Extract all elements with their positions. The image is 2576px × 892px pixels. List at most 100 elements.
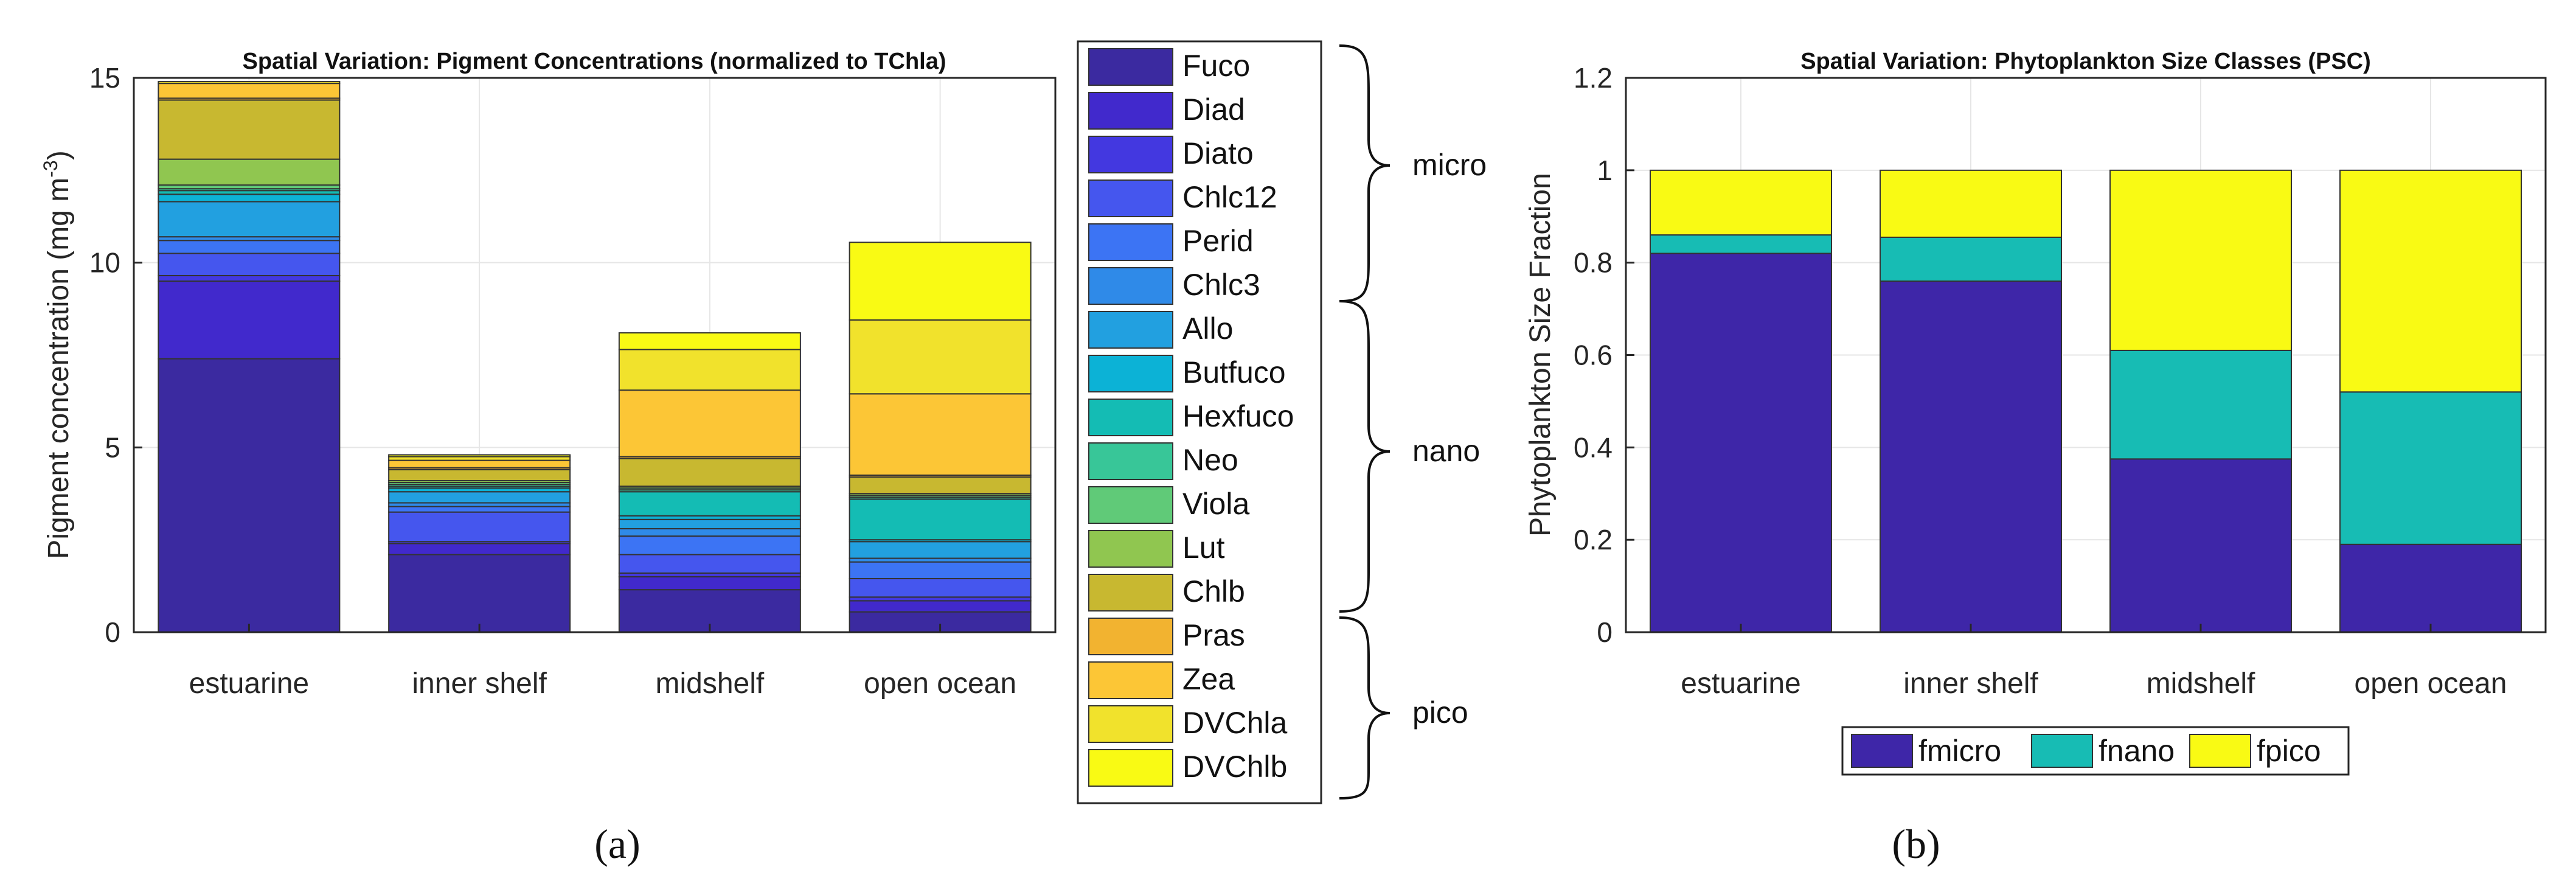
a-bar-midshelf-chlb [618, 458, 801, 487]
legend-swatch-fpico [2189, 734, 2251, 768]
panel-a-y-axis-label-sup: -3 [40, 160, 61, 177]
a-bar-midshelf-zea [618, 389, 801, 458]
pigment-group-braces: micro nano pico [1339, 44, 1487, 800]
legend-label-fnano: fnano [2099, 734, 2175, 768]
panel-b-title: Spatial Variation: Phytoplankton Size Cl… [1800, 49, 2371, 74]
legend-label-dvchla: DVChla [1182, 706, 1287, 740]
b-x-tick-label: midshelf [2147, 667, 2255, 700]
b-x-tick-label: estuarine [1681, 667, 1800, 700]
group-label-micro: micro [1412, 148, 1487, 182]
a-bar-open-ocean-dvchla [849, 319, 1032, 395]
legend-label-diato: Diato [1182, 136, 1254, 170]
legend-swatch-butfuco [1088, 355, 1173, 392]
panel-b-legend: fmicro fnano fpico [1841, 726, 2350, 776]
panel-b-y-ticks: 0 0.2 0.4 0.6 0.8 1 1.2 [1574, 62, 1634, 648]
a-bar-estuarine-butfuco [158, 193, 341, 203]
b-bar-inner-shelf-fmicro [1880, 280, 2062, 633]
b-bar-open-ocean-fpico [2339, 169, 2522, 393]
panel-b-chart: 0 0.2 0.4 0.6 0.8 1 1.2 estuarine inner shelf mi… [1524, 49, 2547, 700]
legend-label-neo: Neo [1182, 443, 1238, 477]
a-bar-midshelf-dvchlb [618, 332, 801, 350]
panel-a-bars [158, 81, 1032, 633]
b-x-tick-label: open ocean [2355, 667, 2507, 700]
legend-swatch-zea [1088, 661, 1173, 699]
legend-swatch-pras [1088, 618, 1173, 655]
legend-label-dvchlb: DVChlb [1182, 750, 1287, 784]
a-bar-midshelf-chlc3 [618, 528, 801, 537]
legend-swatch-diad [1088, 92, 1173, 130]
legend-label-viola: Viola [1182, 487, 1249, 521]
a-bar-open-ocean-hexfuco [849, 498, 1032, 541]
a-bar-open-ocean-allo [849, 541, 1032, 559]
b-bar-midshelf-fmicro [2109, 458, 2292, 633]
b-y-tick-label: 0.8 [1574, 247, 1613, 279]
a-bar-open-ocean-chlc12 [849, 577, 1032, 598]
legend-swatch-fuco [1088, 48, 1173, 86]
a-bar-estuarine-diato [158, 274, 341, 282]
a-y-tick-label: 0 [105, 616, 120, 648]
legend-label-zea: Zea [1182, 662, 1235, 696]
panel-a-legend: Fuco Diad Diato Chlc12 Perid Chlc3 Allo Butfuco… [1077, 40, 1322, 804]
legend-swatch-lut [1088, 530, 1173, 568]
a-bar-estuarine-chlb [158, 99, 341, 160]
b-bar-open-ocean-fnano [2339, 391, 2522, 545]
legend-swatch-fnano [2031, 734, 2093, 768]
a-x-tick-label: estuarine [189, 667, 309, 700]
legend-swatch-diato [1088, 136, 1173, 173]
panel-b-x-ticks: estuarine inner shelf midshelf open ocean [1681, 624, 2507, 700]
b-y-tick-label: 1 [1597, 155, 1613, 186]
a-bar-estuarine-fuco [158, 358, 341, 633]
b-bar-estuarine-fnano [1650, 234, 1832, 254]
panel-b-legend-items: fmicro fnano fpico [1851, 734, 2321, 768]
legend-swatch-dvchla [1088, 705, 1173, 743]
panel-b-y-axis-label: Phytoplankton Size Fraction [1524, 173, 1557, 537]
legend-swatch-viola [1088, 486, 1173, 524]
legend-swatch-chlb [1088, 574, 1173, 612]
legend-label-fmicro: fmicro [1918, 734, 2001, 768]
legend-label-chlb: Chlb [1182, 574, 1245, 608]
a-bar-inner-shelf-perid [388, 506, 571, 513]
legend-swatch-chlc12 [1088, 179, 1173, 217]
panel-a-legend-items: Fuco Diad Diato Chlc12 Perid Chlc3 Allo Butfuco… [1088, 48, 1294, 787]
a-bar-open-ocean-perid [849, 561, 1032, 579]
a-y-tick-label: 10 [89, 247, 120, 279]
pico-brace [1339, 616, 1390, 800]
b-y-tick-label: 0 [1597, 616, 1613, 648]
panel-a-title: Spatial Variation: Pigment Concentration… [242, 49, 946, 74]
nano-brace [1339, 300, 1390, 613]
legend-label-pras: Pras [1182, 618, 1245, 652]
a-bar-inner-shelf-dvchlb [388, 454, 571, 458]
a-bar-inner-shelf-fuco [388, 554, 571, 633]
legend-label-allo: Allo [1182, 312, 1233, 346]
legend-label-chlc3: Chlc3 [1182, 268, 1260, 302]
a-bar-estuarine-allo [158, 201, 341, 238]
panel-a-y-ticks: 0 5 10 15 [89, 62, 142, 648]
a-bar-inner-shelf-chlb [388, 469, 571, 481]
legend-label-lut: Lut [1182, 531, 1225, 565]
legend-swatch-hexfuco [1088, 399, 1173, 436]
a-bar-open-ocean-dvchlb [849, 242, 1032, 321]
panel-a-chart: 0 5 10 15 estuarine inner shelf midshelf open … [40, 49, 1057, 700]
legend-swatch-fmicro [1851, 734, 1913, 768]
a-bar-midshelf-allo [618, 518, 801, 529]
b-x-tick-label: inner shelf [1903, 667, 2038, 700]
panel-b-caption: (b) [1892, 821, 1940, 867]
group-label-pico: pico [1412, 695, 1468, 730]
legend-label-chlc12: Chlc12 [1182, 180, 1277, 214]
a-y-tick-label: 15 [89, 62, 120, 94]
legend-swatch-dvchlb [1088, 749, 1173, 787]
a-bar-estuarine-dvchla [158, 81, 341, 85]
panel-a-y-axis-label-main: Pigment concentration (mg m [43, 178, 75, 559]
panel-b-legend-box [1841, 726, 2350, 776]
panel-a-x-ticks: estuarine inner shelf midshelf open ocean [189, 624, 1016, 700]
b-bar-estuarine-fpico [1650, 169, 1832, 236]
b-y-tick-label: 0.6 [1574, 340, 1613, 371]
panel-a-y-axis-label-close: ) [43, 150, 75, 160]
legend-label-perid: Perid [1182, 224, 1254, 258]
legend-label-fpico: fpico [2257, 734, 2321, 768]
panel-a-axes-frame [133, 77, 1057, 633]
b-y-tick-label: 0.2 [1574, 524, 1613, 556]
b-bar-open-ocean-fmicro [2339, 543, 2522, 633]
a-x-tick-label: inner shelf [412, 667, 547, 700]
